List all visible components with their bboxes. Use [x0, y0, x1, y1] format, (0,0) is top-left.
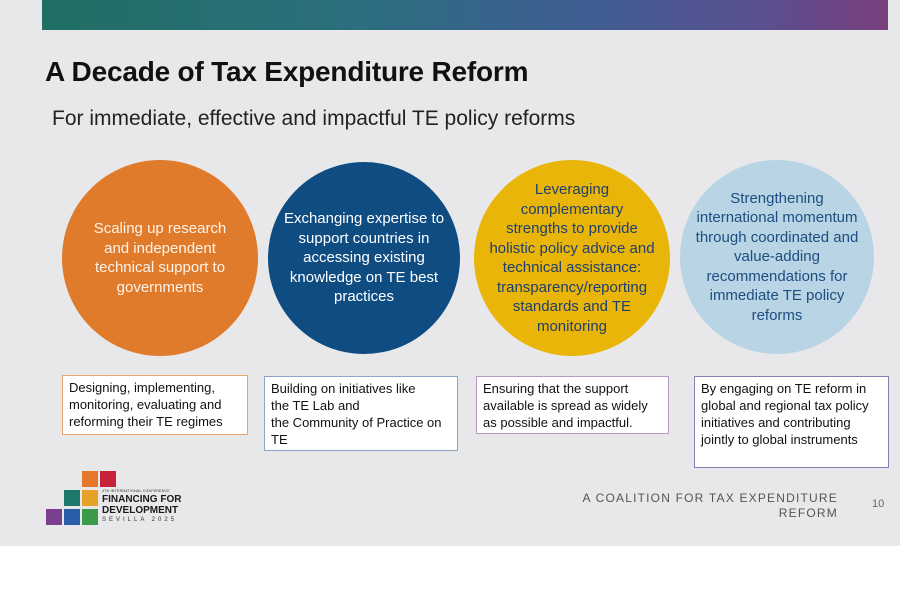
logo-square	[100, 471, 116, 487]
logo-square	[82, 509, 98, 525]
logo-line-1: FINANCING FOR	[102, 494, 182, 505]
logo-square	[46, 509, 62, 525]
slide: A Decade of Tax Expenditure Reform For i…	[0, 0, 900, 546]
logo-text: 4TH INTERNATIONAL CONFERENCE FINANCING F…	[102, 489, 181, 524]
logo-square	[82, 490, 98, 506]
pillar-detail-box: Ensuring that the support available is s…	[476, 376, 669, 434]
pillar-detail-box: By engaging on TE reform in global and r…	[694, 376, 889, 468]
header-gradient-bar	[42, 0, 888, 30]
pillar-circle-expertise: Exchanging expertise to support countrie…	[268, 162, 460, 354]
page-number: 10	[872, 498, 885, 510]
pillar-circle-text: Exchanging expertise to support countrie…	[283, 210, 445, 306]
pillar-circle-text: Scaling up research and independent tech…	[93, 220, 227, 296]
pillar-circle-momentum: Strengthening international momentum thr…	[680, 160, 874, 354]
pillar-detail-box: Designing, implementing, monitoring, eva…	[62, 375, 248, 435]
pillar-circle-text: Leveraging complementary strengths to pr…	[489, 181, 655, 335]
slide-title: A Decade of Tax Expenditure Reform	[45, 56, 529, 87]
slide-subtitle: For immediate, effective and impactful T…	[52, 107, 576, 130]
pillar-circle-research: Scaling up research and independent tech…	[62, 160, 258, 356]
logo-conference-label: 4TH INTERNATIONAL CONFERENCE	[102, 489, 170, 493]
footer-coalition-text: A COALITION FOR TAX EXPENDITURE REFORM	[582, 491, 838, 520]
logo-square	[64, 509, 80, 525]
logo-square	[64, 490, 80, 506]
logo-line-2: DEVELOPMENT	[102, 505, 179, 516]
pillar-detail-box: Building on initiatives like the TE Lab …	[264, 376, 458, 451]
logo-city: SEVILLA 2025	[102, 517, 178, 523]
logo-square	[82, 471, 98, 487]
ffd4-logo: 4TH INTERNATIONAL CONFERENCE FINANCING F…	[45, 470, 185, 530]
pillar-circle-complementary: Leveraging complementary strengths to pr…	[474, 160, 670, 356]
pillar-circle-text: Strengthening international momentum thr…	[695, 189, 859, 324]
